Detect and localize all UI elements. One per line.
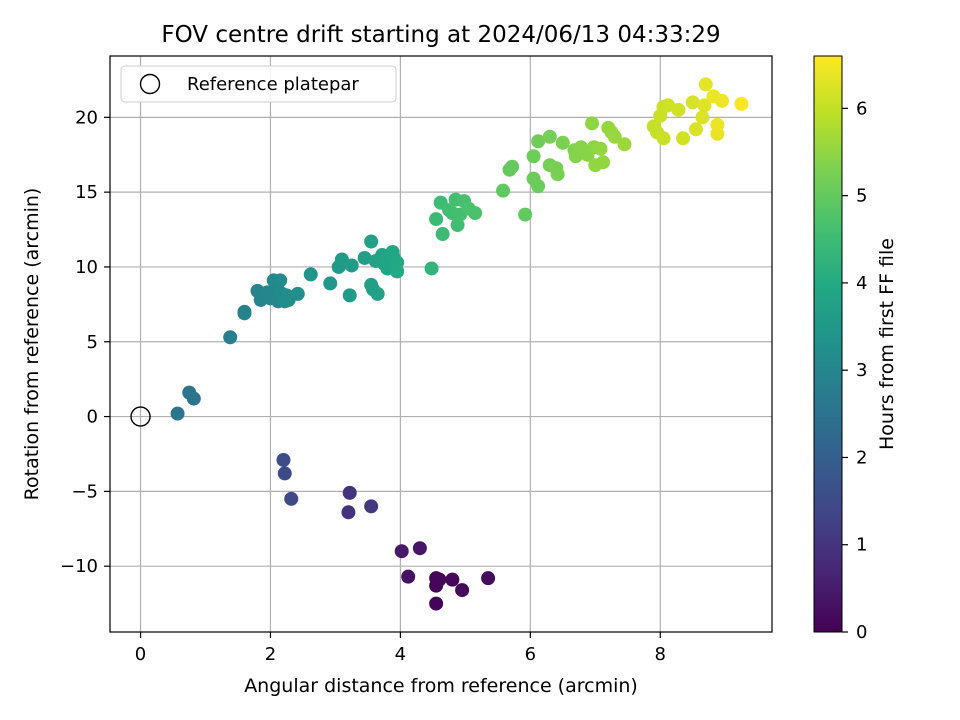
data-point: [714, 93, 729, 108]
colorbar-label: Hours from first FF file: [876, 238, 898, 450]
data-point: [223, 330, 238, 345]
data-point: [429, 596, 444, 611]
data-point: [596, 155, 611, 170]
data-point: [555, 135, 570, 150]
data-point: [585, 116, 600, 131]
data-point: [284, 491, 299, 506]
grid-lines: [110, 56, 772, 632]
data-point: [734, 96, 749, 111]
data-points: [170, 77, 749, 611]
data-point: [357, 250, 372, 265]
chart-title: FOV centre drift starting at 2024/06/13 …: [161, 22, 720, 48]
data-point: [364, 499, 379, 514]
data-point: [290, 286, 305, 301]
colorbar-tick-label: 4: [856, 273, 867, 294]
data-point: [341, 505, 356, 520]
data-point: [435, 227, 450, 242]
legend-open-circle-marker: [139, 73, 161, 95]
data-point: [170, 406, 185, 421]
colorbar: 0 1 2 3 4 5 6 Hours from first FF file: [813, 55, 898, 643]
x-tick-label: 6: [525, 644, 536, 665]
y-tick-label: 15: [75, 182, 98, 203]
data-point: [710, 117, 725, 132]
reference-platepar-marker: [130, 406, 151, 427]
data-point: [455, 583, 470, 598]
data-point: [542, 129, 557, 144]
x-tick-label: 8: [655, 644, 666, 665]
data-point: [186, 391, 201, 406]
colorbar-tick-label: 2: [856, 447, 867, 468]
data-point: [468, 206, 483, 221]
data-point: [342, 485, 357, 500]
data-point: [424, 261, 439, 276]
data-point: [323, 276, 338, 291]
data-point: [688, 122, 703, 137]
data-point: [518, 207, 533, 222]
data-point: [412, 541, 427, 556]
y-tick-label: −5: [71, 481, 98, 502]
colorbar-tick-label: 1: [856, 535, 867, 556]
colorbar-tick-label: 3: [856, 360, 867, 381]
data-point: [496, 183, 511, 198]
data-point: [394, 544, 409, 559]
reference-layer: [130, 406, 151, 427]
data-point: [550, 167, 565, 182]
data-point: [237, 306, 252, 321]
data-point: [675, 131, 690, 146]
data-point: [607, 129, 622, 144]
y-tick-label: 10: [75, 257, 98, 278]
y-tick-label: 0: [87, 407, 98, 428]
legend-label: Reference platepar: [187, 74, 359, 95]
x-tick-label: 2: [265, 644, 276, 665]
data-point: [593, 141, 608, 156]
data-point: [445, 572, 460, 587]
y-axis-label: Rotation from reference (arcmin): [21, 188, 43, 501]
colorbar-ticks: 0 1 2 3 4 5 6: [842, 98, 867, 643]
y-tick-label: 20: [75, 107, 98, 128]
data-point: [481, 571, 496, 586]
data-point: [531, 179, 546, 194]
data-point: [390, 264, 405, 279]
data-point: [656, 131, 671, 146]
data-point: [277, 466, 292, 481]
y-axis-ticks: −10 −5 0 5 10 15 20: [60, 107, 110, 577]
data-point: [429, 212, 444, 227]
data-point: [342, 288, 357, 303]
x-axis-label: Angular distance from reference (arcmin): [244, 675, 638, 697]
colorbar-tick-label: 6: [856, 98, 867, 119]
plot-frame: [109, 55, 773, 633]
data-point: [303, 267, 318, 282]
y-tick-label: −10: [60, 556, 98, 577]
data-point: [370, 286, 385, 301]
legend-box: [120, 65, 397, 103]
data-point: [617, 137, 632, 152]
data-point: [344, 258, 359, 273]
data-point: [273, 273, 288, 288]
data-point: [401, 569, 416, 584]
data-point: [695, 110, 710, 125]
data-point: [429, 571, 444, 586]
data-point: [671, 102, 686, 117]
data-point: [364, 234, 379, 249]
data-point: [450, 218, 465, 233]
colorbar-tick-label: 5: [856, 186, 867, 207]
data-point: [685, 95, 700, 110]
data-point: [697, 98, 712, 113]
x-tick-label: 0: [135, 644, 146, 665]
data-point: [276, 452, 291, 467]
legend: Reference platepar: [120, 65, 397, 103]
y-tick-label: 5: [87, 332, 98, 353]
data-point: [698, 77, 713, 92]
data-point: [505, 159, 520, 174]
x-tick-label: 4: [395, 644, 406, 665]
x-axis-ticks: 0 2 4 6 8: [135, 632, 666, 665]
data-point: [531, 134, 546, 149]
colorbar-tick-label: 0: [856, 622, 867, 643]
data-point: [526, 149, 541, 164]
colorbar-gradient: [813, 55, 843, 633]
